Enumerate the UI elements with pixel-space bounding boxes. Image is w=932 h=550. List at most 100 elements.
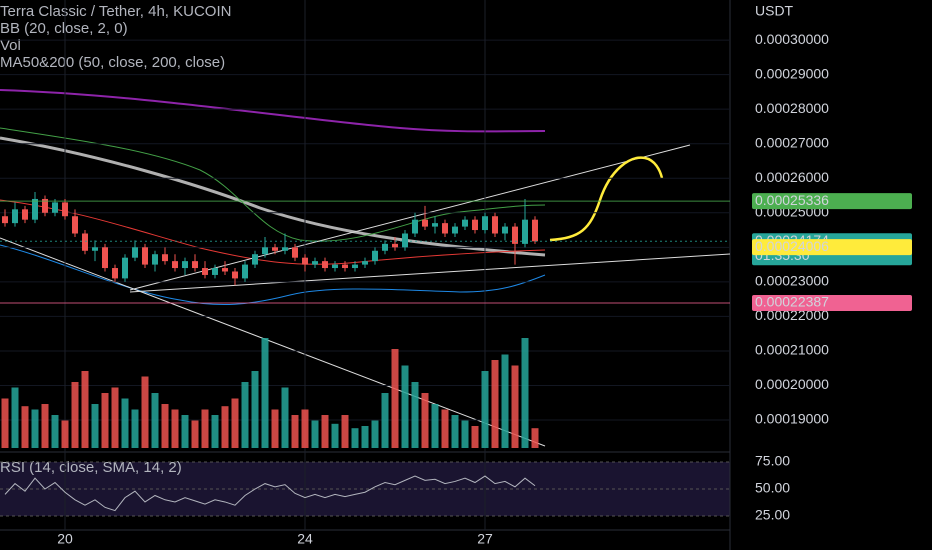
candle-body <box>332 264 338 269</box>
y-tick-label: 0.00028000 <box>755 100 829 116</box>
candle-body <box>242 264 248 279</box>
trendline <box>0 237 546 447</box>
volume-bar <box>141 376 149 448</box>
volume-bar <box>221 406 229 448</box>
candle-body <box>282 247 288 251</box>
y-tick-label: 0.00022000 <box>755 307 829 323</box>
volume-bar <box>431 404 439 448</box>
ma200 <box>0 89 546 133</box>
candle-body <box>522 219 528 244</box>
candle-body <box>352 264 358 269</box>
price-badge-label: 0.00022387 <box>755 294 829 310</box>
candle-body <box>532 219 538 242</box>
volume-bar <box>441 409 449 448</box>
bb-upper <box>0 127 546 242</box>
candle-body <box>512 226 518 244</box>
candle-body <box>22 209 28 220</box>
candle-body <box>292 247 298 258</box>
candle-body <box>322 261 328 269</box>
candle-body <box>52 202 58 213</box>
volume-bar <box>521 338 529 448</box>
y-tick-label: 0.00030000 <box>755 31 829 47</box>
price-badge <box>752 239 912 256</box>
price-badge <box>752 295 912 312</box>
volume-bar <box>231 398 239 448</box>
volume-bar <box>101 393 109 448</box>
candle-body <box>122 257 128 279</box>
ma50 <box>0 136 546 257</box>
candle-body <box>42 198 48 213</box>
volume-bar <box>411 382 419 448</box>
candle-body <box>142 247 148 265</box>
candle-body <box>402 233 408 248</box>
volume-bar <box>281 387 289 448</box>
volume-bar <box>201 409 209 448</box>
candle-body <box>272 247 278 251</box>
candle-body <box>32 198 38 220</box>
volume-bar <box>461 420 469 448</box>
volume-bar <box>191 420 199 448</box>
indicator-label: Vol <box>0 37 21 54</box>
candle-body <box>502 226 508 234</box>
volume-bar <box>331 423 339 448</box>
y-tick-label: 0.00026000 <box>755 169 829 185</box>
candle-body <box>82 233 88 251</box>
candle-body <box>302 257 308 265</box>
candle-body <box>432 223 438 227</box>
bb-basis <box>0 199 546 265</box>
volume-bar <box>171 409 179 448</box>
candle-body <box>192 261 198 269</box>
rsi-tick-label: 25.00 <box>755 507 790 523</box>
trendline <box>129 253 731 293</box>
y-tick-label: 0.00023000 <box>755 273 829 289</box>
candle-body <box>412 219 418 234</box>
candle-body <box>482 216 488 231</box>
candle-body <box>212 268 218 275</box>
candle-body <box>102 247 108 269</box>
volume-bar <box>451 415 459 448</box>
y-tick-label: 0.00020000 <box>755 376 829 392</box>
volume-bar <box>341 415 349 448</box>
volume-bar <box>41 404 49 448</box>
candle-body <box>222 268 228 272</box>
volume-bar <box>371 420 379 448</box>
volume-bar <box>531 428 539 448</box>
drawings <box>0 89 731 447</box>
candle-body <box>442 223 448 234</box>
volume-bar <box>51 415 59 448</box>
candle-body <box>262 247 268 255</box>
indicator-label: RSI (14, close, SMA, 14, 2) <box>0 459 182 476</box>
x-tick-label: 27 <box>477 531 493 547</box>
volume-bar <box>301 409 309 448</box>
volume-bar <box>511 365 519 448</box>
volume-bar <box>271 409 279 448</box>
axis-unit: USDT <box>755 3 794 19</box>
volume-bar <box>121 398 129 448</box>
candle-body <box>372 250 378 262</box>
candle-body <box>162 254 168 262</box>
x-tick-label: 24 <box>297 531 313 547</box>
volume-bar <box>491 360 499 448</box>
volume-bar <box>131 409 139 448</box>
candle-body <box>472 219 478 231</box>
forecast-drawing <box>549 156 664 242</box>
volume-bar <box>1 398 9 448</box>
rsi-tick-label: 50.00 <box>755 480 790 496</box>
volume-bar <box>71 382 79 448</box>
volume-bar <box>471 426 479 448</box>
rsi-line <box>4 475 536 512</box>
candle-body <box>92 247 98 251</box>
volume-bar <box>91 404 99 448</box>
volume-bar <box>391 349 399 448</box>
volume-bar <box>321 415 329 448</box>
y-tick-label: 0.00021000 <box>755 342 829 358</box>
candle-body <box>392 243 398 248</box>
volume-bar <box>401 365 409 448</box>
bb-lower <box>0 244 546 306</box>
volume-bar <box>261 338 269 448</box>
candle-body <box>452 226 458 234</box>
candle-body <box>132 247 138 258</box>
candle-body <box>12 209 18 224</box>
candle-body <box>182 261 188 269</box>
